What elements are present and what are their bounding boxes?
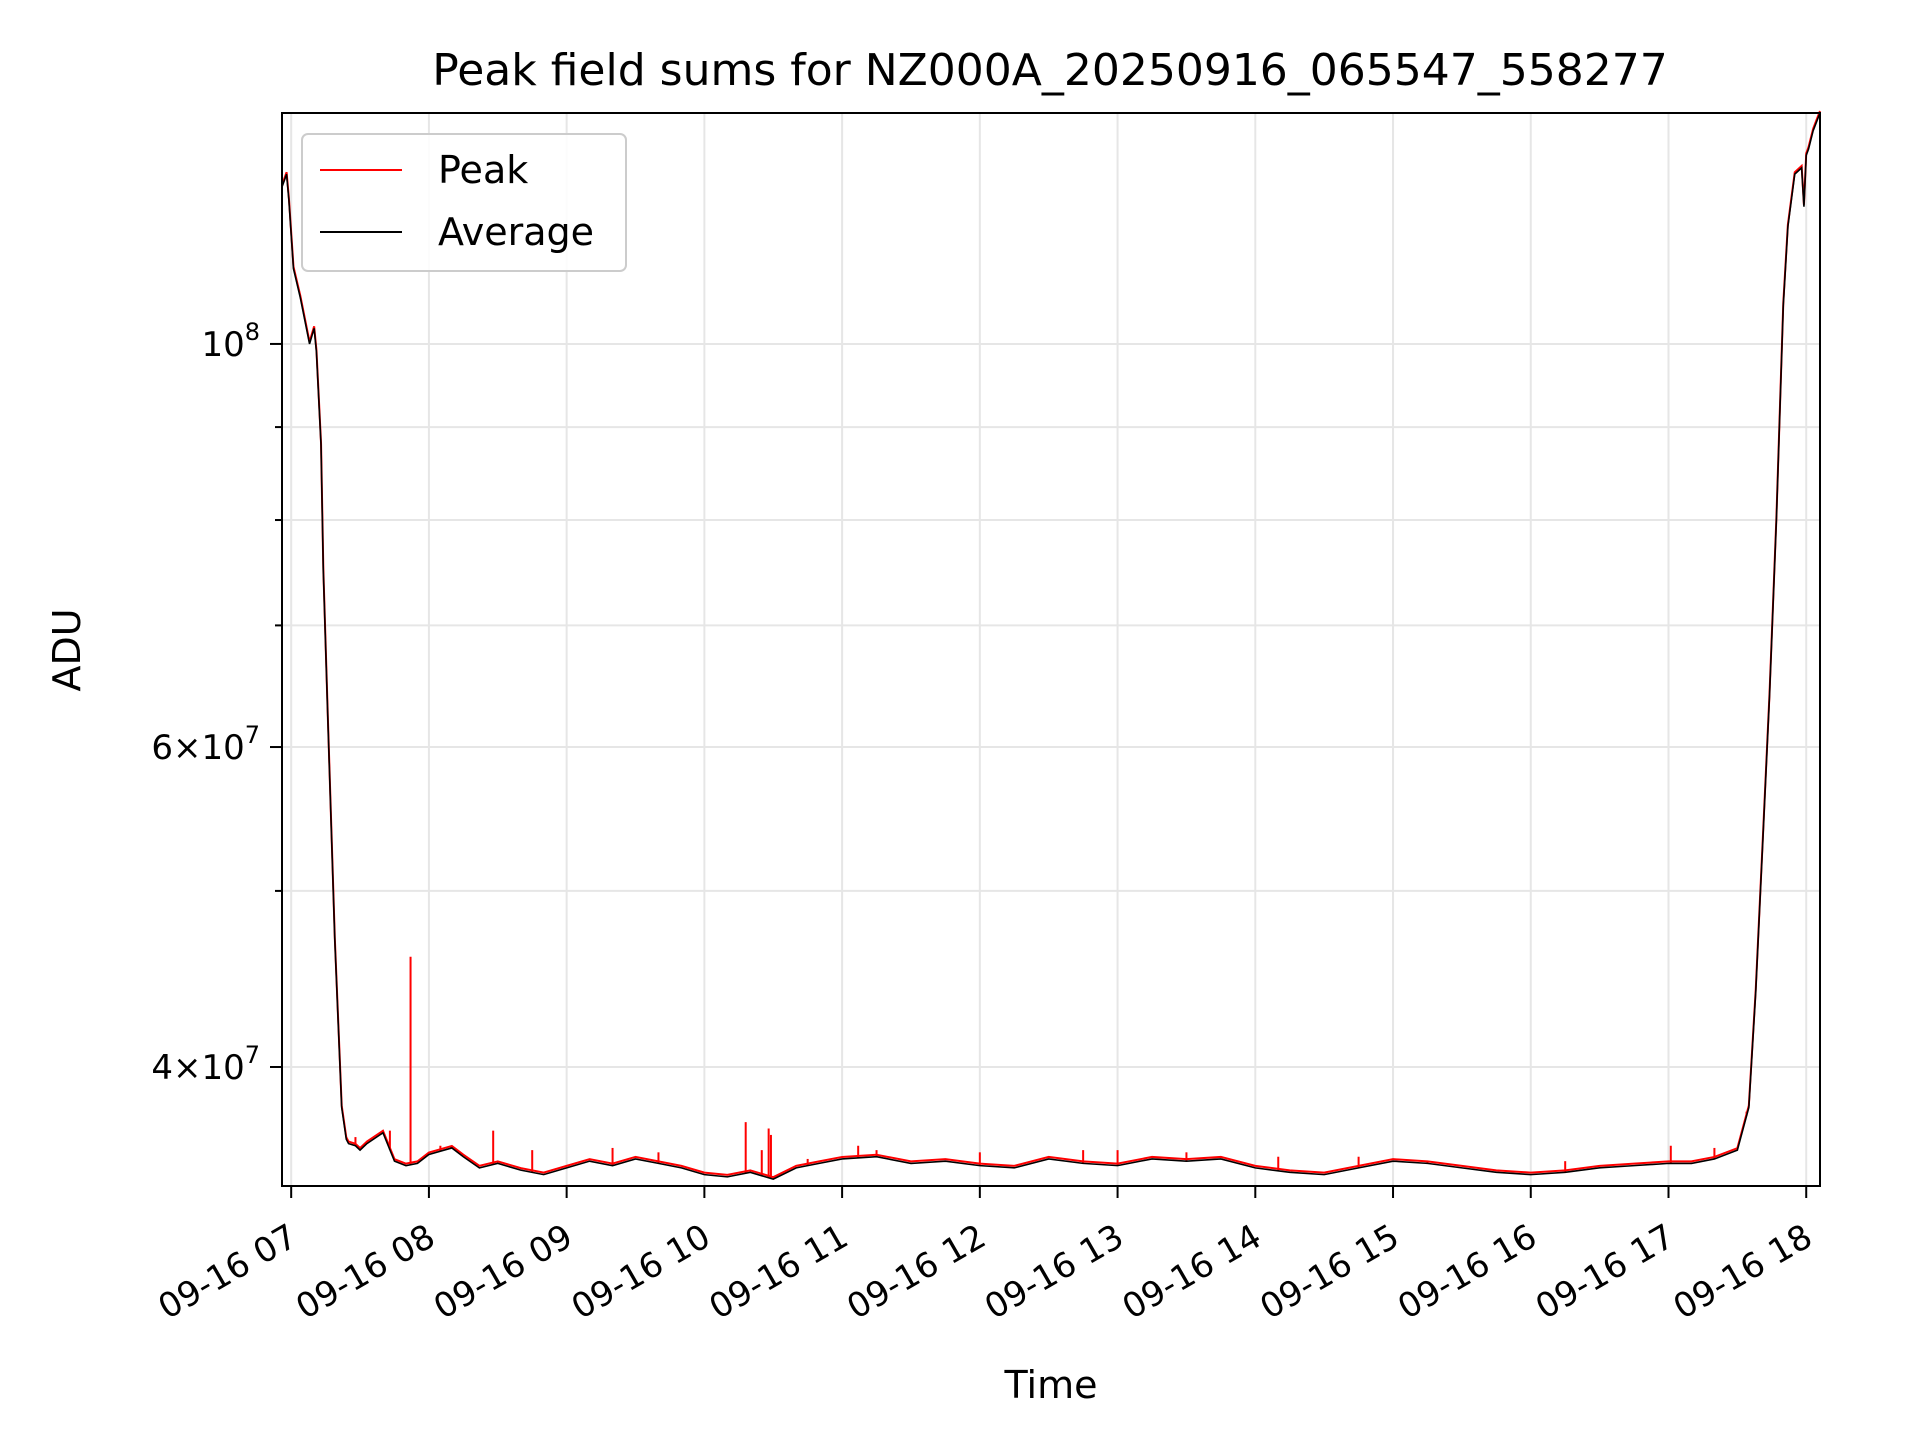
- grid-lines: [282, 113, 1820, 1186]
- y-axis-label: ADU: [45, 608, 89, 691]
- chart-title: Peak field sums for NZ000A_20250916_0655…: [432, 45, 1667, 96]
- plot-frame: [281, 112, 1821, 1187]
- y-axis: 4×107 6×107 108: [151, 318, 282, 1088]
- series-line-average: [281, 112, 1821, 1181]
- y-tick-label: 4×107: [151, 1041, 260, 1088]
- x-axis-label: Time: [1004, 1363, 1098, 1407]
- legend-label-average: Average: [438, 210, 594, 254]
- legend-label-peak: Peak: [438, 148, 528, 192]
- y-tick-label: 6×107: [151, 721, 260, 768]
- y-tick-label: 108: [201, 318, 260, 365]
- legend-box: [301, 133, 627, 272]
- plot-area: [281, 110, 1821, 1181]
- legend: Peak Average: [301, 133, 627, 272]
